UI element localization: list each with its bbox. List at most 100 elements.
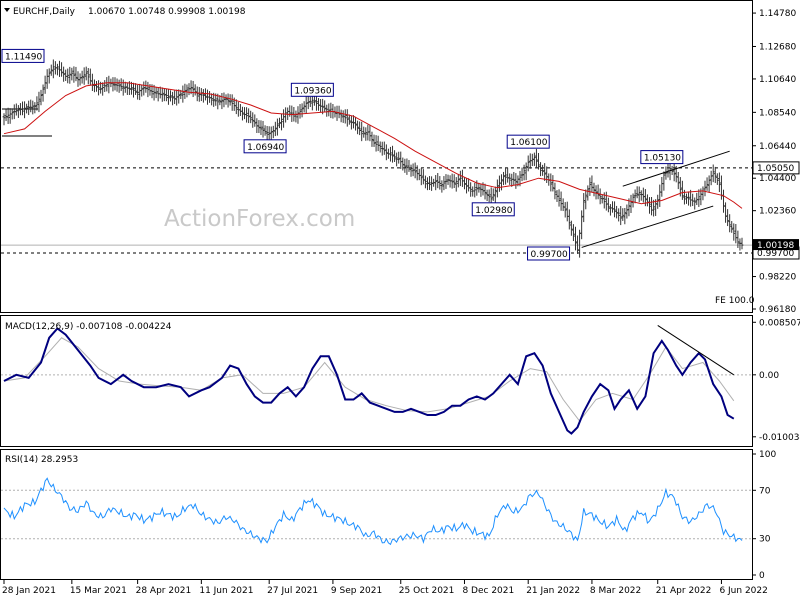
price-bar [29, 99, 33, 113]
level-label-text: 1.06940 [247, 143, 284, 153]
price-bar [717, 172, 721, 193]
price-bar [551, 175, 555, 192]
price-bar [341, 110, 345, 123]
price-bar [565, 201, 569, 222]
price-bar [199, 88, 203, 102]
price-bar [456, 173, 460, 188]
price-bar [304, 96, 308, 114]
time-axis-label: 21 Apr 2022 [656, 586, 712, 596]
rsi-panel-frame [0, 449, 753, 580]
level-label-box [527, 246, 571, 261]
time-axis-label: 6 Jun 2022 [719, 586, 767, 596]
price-bar [526, 155, 530, 172]
price-bar [253, 114, 257, 127]
price-bar [374, 135, 378, 152]
price-bar [280, 113, 283, 131]
price-bar [249, 110, 253, 124]
price-bar [413, 162, 417, 179]
price-bar [393, 150, 396, 162]
price-annotations: 1.11490 1.09360 1.06940 1.06100 1.02980 1.051… [1, 48, 684, 261]
level-label-0.99700: 0.99700 [527, 246, 571, 261]
price-bar [563, 202, 567, 218]
price-bar [590, 175, 594, 193]
price-bar [738, 238, 742, 251]
price-bar [234, 99, 238, 115]
price-bar [319, 99, 322, 113]
price-bar [175, 89, 179, 106]
macd-trendline [657, 324, 735, 376]
price-bar [524, 162, 528, 181]
price-bar [245, 107, 248, 123]
watermark: ActionForex.com [164, 206, 355, 232]
price-bar [407, 159, 411, 172]
price-axis-label: 1.02360 [759, 207, 796, 217]
price-bar [21, 101, 24, 116]
price-bar [537, 152, 540, 170]
price-bar [384, 144, 388, 161]
price-bar [561, 198, 565, 212]
price-bar [726, 209, 730, 227]
price-bar [485, 189, 489, 202]
collapse-triangle-icon[interactable] [4, 8, 10, 12]
price-bar [263, 125, 267, 136]
level-label-box [243, 139, 287, 154]
channel-line [622, 150, 730, 187]
price-bar [399, 151, 403, 169]
price-bar [247, 108, 251, 124]
price-bar [440, 180, 444, 193]
price-bar [360, 121, 364, 142]
price-bar [261, 120, 265, 138]
price-bar [372, 134, 376, 147]
price-bar [60, 62, 63, 77]
price-bar [639, 190, 643, 201]
price-bar [239, 104, 242, 116]
price-bar [16, 105, 20, 118]
price-bar [656, 194, 660, 209]
price-bar [691, 193, 695, 207]
price-axis-label: 1.04400 [759, 174, 796, 184]
price-bar [88, 68, 92, 86]
price-bar [395, 152, 399, 167]
rsi-axis-label: 30 [759, 535, 771, 545]
macd-series [3, 324, 735, 435]
price-bar [300, 103, 304, 118]
time-axis-label: 25 Oct 2021 [399, 586, 455, 596]
price-bar [49, 64, 53, 76]
macd-panel-frame [0, 315, 753, 447]
level-label-box [1, 48, 45, 63]
price-bar [72, 66, 76, 83]
price-bar [419, 168, 423, 186]
price-bar [477, 182, 481, 193]
price-bar [90, 73, 94, 92]
price-bar [278, 117, 281, 129]
level-label-text: 1.06100 [510, 138, 547, 148]
price-bar [8, 108, 12, 124]
price-bar [668, 162, 672, 181]
price-bar [191, 80, 195, 98]
price-bar [177, 89, 181, 104]
price-bar [251, 112, 255, 128]
price-bar [444, 174, 448, 189]
price-bar [592, 182, 596, 197]
price-bar [165, 89, 168, 102]
price-bar [339, 109, 343, 123]
price-bar [84, 66, 88, 81]
price-bar [230, 94, 234, 111]
level-label-text: 0.99700 [531, 250, 568, 260]
price-bar [619, 206, 623, 226]
fe-label: FE 100.0 [715, 296, 755, 306]
price-bar [35, 96, 39, 111]
price-bar [162, 88, 166, 102]
price-bar [662, 171, 666, 191]
price-bar [705, 177, 709, 191]
price-bar [169, 90, 172, 102]
price-bar [347, 114, 351, 125]
rsi-title: RSI(14) 28.2953 [5, 455, 78, 465]
price-bar [598, 188, 602, 205]
price-bar [652, 199, 656, 217]
price-bar [409, 164, 413, 177]
price-bar [117, 79, 121, 93]
price-bar [606, 197, 610, 213]
